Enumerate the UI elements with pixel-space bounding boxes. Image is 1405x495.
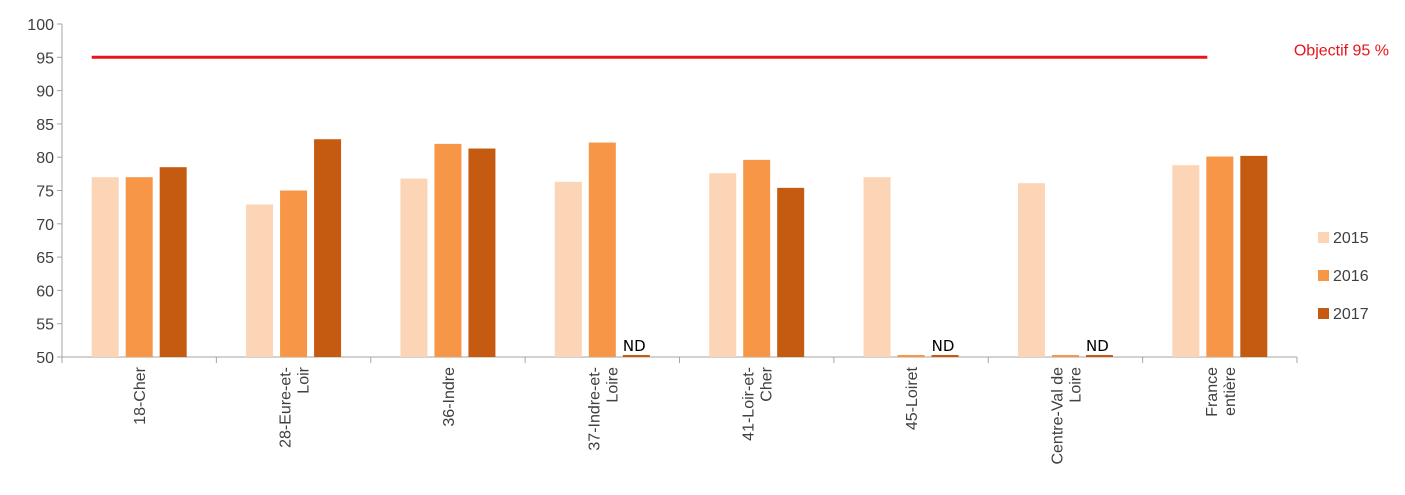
bar-2015 [1017,183,1045,357]
bar-2015 [863,177,891,357]
bar-2016 [588,142,616,357]
bar-2017 [1240,155,1268,357]
x-tick-label-line: Loire [1067,367,1084,403]
bar-2015 [91,177,119,357]
x-tick-label-line: 45-Loiret [904,366,921,430]
x-tick-label: 36-Indre [441,367,458,427]
bar-missing-2016 [1051,355,1079,357]
bar-2015 [1172,165,1200,357]
y-tick-label: 70 [36,217,54,234]
missing-value-label: ND [623,337,646,355]
target-line-group: Objectif 95 % [91,42,1389,59]
x-tick-label: 28-Eure-et- Loir [278,366,313,448]
bar-2015 [554,181,582,357]
missing-value-labels: ND ND ND [623,337,1109,355]
bar-2017 [777,187,805,357]
bar-2017 [314,139,342,357]
x-axis: 18-Cher 28-Eure-et- Loir 36-Indre 37-Indre-e… [61,356,1298,465]
y-tick-label: 80 [36,150,54,167]
target-label: Objectif 95 % [1294,42,1389,59]
x-tick-label-line: 41-Loir-et- [741,367,758,441]
x-tick-label-line: France [1204,367,1221,417]
x-tick-label: France entière [1204,367,1239,417]
missing-value-label: ND [932,337,955,355]
y-tick-label: 65 [36,250,54,267]
legend-swatch [1318,232,1329,243]
legend-label: 2016 [1333,268,1369,285]
x-tick-label: 41-Loir-et- Cher [741,366,776,440]
legend-item-2015: 2015 [1318,230,1369,247]
x-tick-label: 18-Cher [132,366,149,424]
legend-label: 2017 [1333,306,1369,323]
bar-2017 [159,167,187,357]
bar-2016 [434,143,462,357]
y-tick-label: 85 [36,117,54,134]
legend-label: 2015 [1333,230,1369,247]
x-tick-label-line: 36-Indre [441,367,458,427]
bar-2015 [246,204,274,357]
x-tick-label-line: 18-Cher [132,366,149,424]
bar-2015 [709,173,737,357]
legend-item-2016: 2016 [1318,268,1369,285]
y-tick-label: 100 [27,17,54,34]
legend-item-2017: 2017 [1318,306,1369,323]
bars [91,139,1268,357]
x-tick-label: Centre-Val de Loire [1049,367,1084,465]
bar-missing-2017 [1085,355,1113,357]
y-tick-label: 90 [36,84,54,101]
bar-missing-2017 [622,355,650,357]
bar-missing-2016 [897,355,925,357]
legend: 2015 2016 2017 [1318,230,1369,323]
bar-2016 [280,190,308,357]
y-tick-label: 55 [36,317,54,334]
x-tick-label-line: Loir [296,366,313,393]
x-tick-label: 45-Loiret [904,366,921,430]
x-tick-label-line: Loire [604,367,621,403]
bar-2016 [1206,156,1234,357]
legend-swatch [1318,270,1329,281]
bar-missing-2017 [931,355,959,357]
x-tick-label-line: Centre-Val de [1049,367,1066,465]
x-tick-label-line: Cher [759,366,776,401]
bar-2015 [400,178,428,357]
missing-value-label: ND [1086,337,1109,355]
x-tick-label: 37-Indre-et- Loire [586,367,621,451]
x-tick-label-line: 28-Eure-et- [278,367,295,448]
y-tick-label: 75 [36,184,54,201]
bar-2016 [743,159,771,357]
x-tick-label-line: entière [1222,367,1239,416]
legend-swatch [1318,308,1329,319]
y-tick-label: 60 [36,283,54,300]
y-tick-label: 50 [36,350,54,367]
bar-2017 [468,148,496,357]
y-tick-label: 95 [36,50,54,67]
y-axis: 50 55 60 65 70 75 80 85 90 95 100 [27,17,63,367]
bar-2016 [125,177,153,357]
x-tick-label-line: 37-Indre-et- [586,367,603,451]
